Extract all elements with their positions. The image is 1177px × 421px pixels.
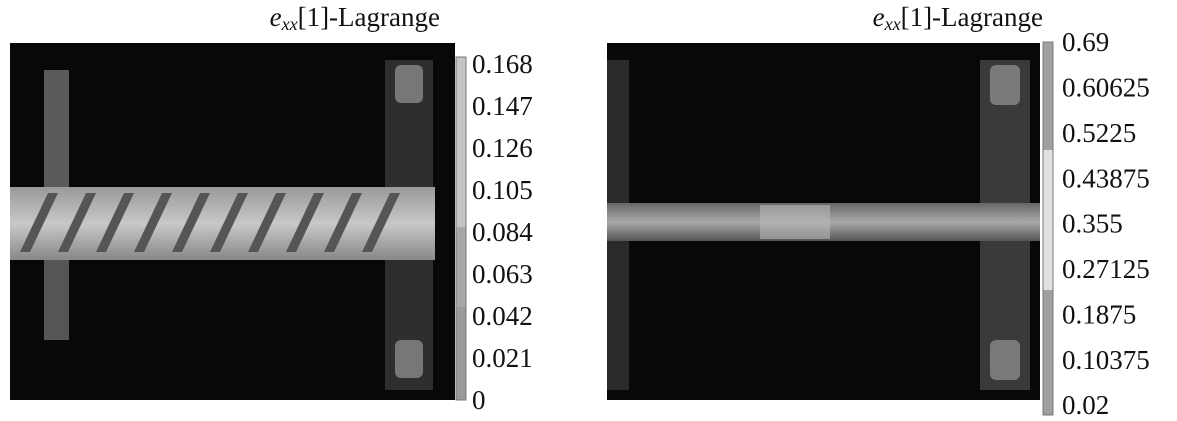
colorbar-title: exx[1]-Lagrange — [270, 2, 440, 34]
colorbar — [456, 57, 466, 400]
colorbar-tick-label: 0.1875 — [1062, 299, 1136, 329]
colorbar-tick-label: 0.042 — [472, 301, 533, 331]
symbol: e — [873, 2, 885, 32]
colorbar-tick-label: 0.168 — [472, 49, 533, 79]
figure: exx[1]-Lagrange exx[1]-Lagrange 0.1680.1… — [0, 0, 1177, 421]
colorbar-tick-label: 0.69 — [1062, 27, 1109, 57]
colorbar-tick-label: 0.147 — [472, 91, 533, 121]
colorbar-tick-label: 0.021 — [472, 343, 533, 373]
colorbar-tick-label: 0.43875 — [1062, 163, 1150, 193]
colorbar-tick-label: 0.355 — [1062, 209, 1123, 239]
left-image — [10, 43, 455, 400]
colorbar-tick-label: 0.084 — [472, 217, 533, 247]
subscript: xx — [281, 14, 298, 34]
right-image — [607, 43, 1040, 400]
symbol: e — [270, 2, 282, 32]
colorbar-title: exx[1]-Lagrange — [873, 2, 1043, 34]
colorbar-tick-label: 0.063 — [472, 259, 533, 289]
colorbar-tick-label: 0 — [472, 385, 486, 415]
colorbar-tick-label: 0.02 — [1062, 390, 1109, 420]
title-text: [1]-Lagrange — [298, 2, 440, 32]
subscript: xx — [884, 14, 901, 34]
colorbar-tick-label: 0.27125 — [1062, 254, 1150, 284]
title-text: [1]-Lagrange — [901, 2, 1043, 32]
colorbar-tick-label: 0.5225 — [1062, 118, 1136, 148]
colorbar-tick-label: 0.60625 — [1062, 73, 1150, 103]
colorbar — [1043, 42, 1053, 415]
colorbar-tick-label: 0.126 — [472, 133, 533, 163]
colorbar-tick-label: 0.105 — [472, 175, 533, 205]
colorbar-tick-label: 0.10375 — [1062, 345, 1150, 375]
